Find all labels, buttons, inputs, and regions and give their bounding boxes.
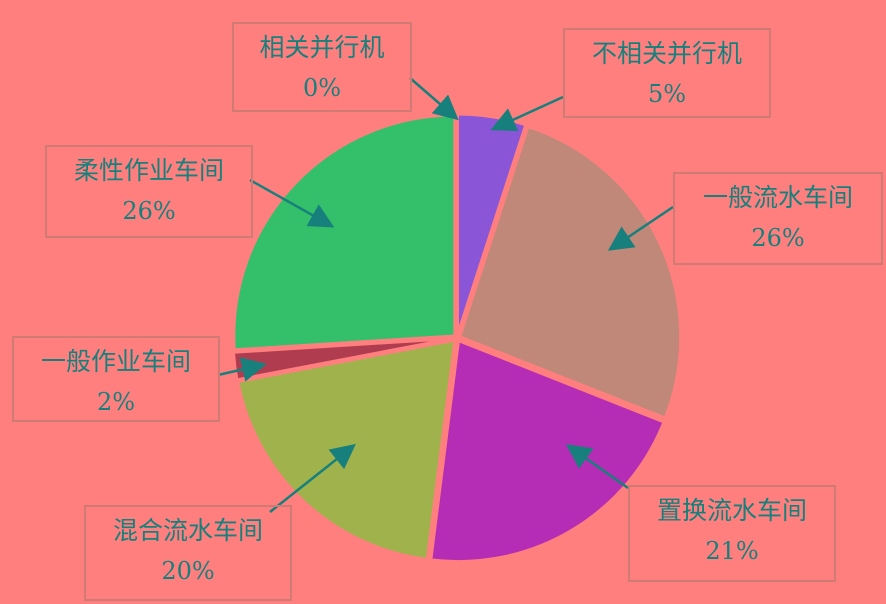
slice-label: 一般作业车间 xyxy=(40,347,191,376)
label-box-unrelated-parallel: 不相关并行机 5% xyxy=(563,28,771,118)
slice-percent: 2% xyxy=(96,388,136,416)
leader-arrow xyxy=(607,205,674,251)
slice-percent: 5% xyxy=(647,80,687,108)
slice-percent: 0% xyxy=(302,74,342,102)
leader-arrow xyxy=(249,178,335,228)
leader-arrow xyxy=(217,357,267,382)
label-box-general-flow-shop: 一般流水车间 26% xyxy=(673,172,883,265)
slice-percent: 21% xyxy=(705,537,759,565)
slice-label: 一般流水车间 xyxy=(702,183,853,212)
label-box-permutation-flow-shop: 置换流水车间 21% xyxy=(628,485,836,582)
slice-percent: 26% xyxy=(122,197,176,225)
slice-label: 不相关并行机 xyxy=(591,39,742,68)
leader-arrow xyxy=(565,444,629,490)
label-box-general-job-shop: 一般作业车间 2% xyxy=(12,336,220,422)
pie-slice xyxy=(231,336,455,382)
slice-label: 柔性作业车间 xyxy=(73,156,224,185)
pie-slice xyxy=(429,338,666,564)
label-box-related-parallel: 相关并行机 0% xyxy=(232,22,412,112)
pie-slice xyxy=(457,124,683,421)
leader-arrow xyxy=(409,77,459,121)
slice-label: 置换流水车间 xyxy=(656,496,807,525)
pie-slice xyxy=(232,113,457,352)
leader-arrow xyxy=(490,95,564,132)
label-box-hybrid-flow-shop: 混合流水车间 20% xyxy=(84,505,292,601)
slice-label: 相关并行机 xyxy=(259,33,385,62)
leader-arrow xyxy=(269,443,356,513)
slice-percent: 26% xyxy=(751,224,805,252)
slice-label: 混合流水车间 xyxy=(112,516,263,545)
slice-percent: 20% xyxy=(161,557,215,585)
label-box-flexible-job-shop: 柔性作业车间 26% xyxy=(45,145,253,238)
